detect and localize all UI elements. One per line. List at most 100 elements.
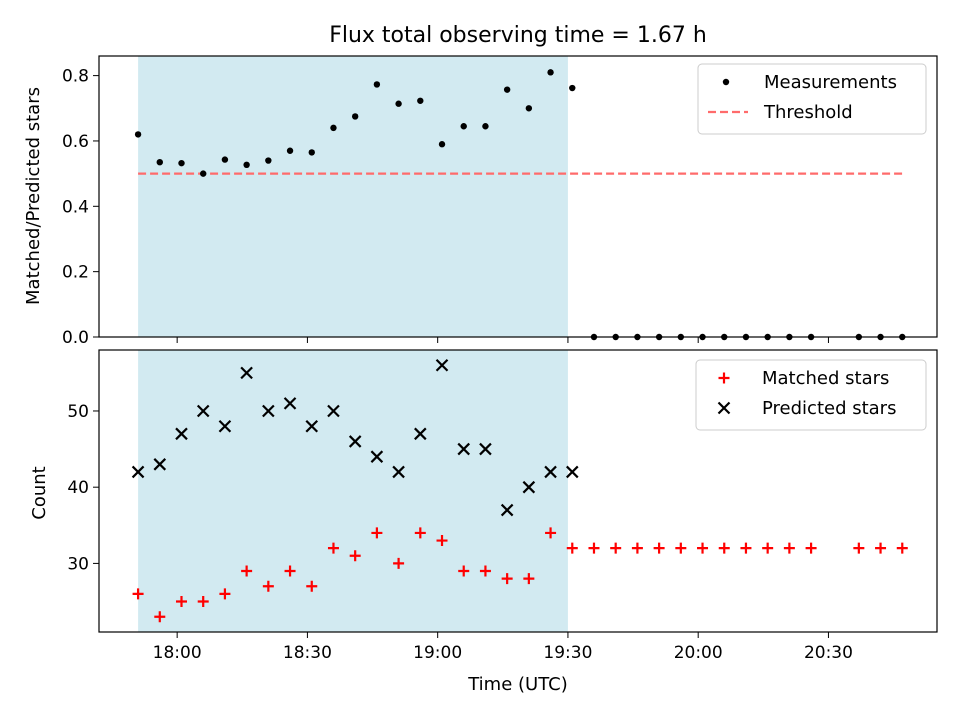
predicted-stars-point	[196, 404, 210, 418]
bottom-y-tick-label: 30	[67, 554, 89, 574]
bottom-x-tick-label: 18:30	[283, 643, 332, 663]
matched-stars-point	[653, 542, 665, 554]
measurement-point	[351, 113, 359, 120]
predicted-stars-point	[500, 503, 514, 517]
predicted-stars-point	[544, 465, 557, 479]
top-legend-box	[697, 63, 927, 135]
predicted-stars-point	[218, 419, 232, 433]
top-panel: 0.0 0.2 0.4 0.6 0.8 Measurements Threshold	[62, 55, 938, 348]
matched-stars-point	[436, 535, 448, 547]
measurement-point	[330, 124, 337, 132]
predicted-stars-point	[370, 450, 384, 463]
predicted-stars-point	[457, 442, 471, 456]
matched-stars-point	[675, 542, 687, 554]
bottom-axes-frame	[98, 349, 938, 633]
top-legend-swatch	[722, 78, 730, 86]
top-legend-label: Threshold	[763, 102, 853, 123]
top-y-tick-label: 0.6	[62, 132, 89, 152]
bottom-y-axis-label: Count	[29, 466, 50, 519]
measurement-point	[308, 149, 315, 156]
matched-stars-point	[896, 542, 908, 554]
matched-stars-point	[631, 542, 643, 554]
matched-stars-point	[414, 527, 426, 539]
observing-window-shade	[138, 56, 568, 337]
measurement-point	[417, 97, 424, 104]
matched-stars-point	[697, 542, 709, 554]
matched-stars-point	[479, 565, 491, 577]
matched-stars-point	[349, 550, 361, 562]
matched-stars-point	[306, 580, 318, 592]
predicted-stars-point	[153, 458, 167, 471]
bottom-legend-swatch	[717, 401, 731, 415]
top-legend-label: Measurements	[764, 72, 897, 93]
predicted-stars-point	[479, 442, 492, 456]
measurement-point	[156, 158, 163, 166]
predicted-stars-point	[348, 435, 362, 448]
bottom-x-tick-label: 20:30	[804, 643, 853, 663]
matched-stars-point	[853, 542, 865, 554]
matched-stars-point	[762, 542, 774, 554]
bottom-legend-swatch	[718, 372, 730, 384]
measurement-point	[395, 100, 402, 107]
predicted-stars-point	[283, 397, 297, 410]
matched-stars-point	[458, 565, 470, 577]
predicted-stars-point	[414, 427, 427, 441]
bottom-x-tick-label: 19:00	[413, 643, 462, 663]
measurement-point	[569, 84, 576, 92]
matched-stars-point	[718, 542, 730, 554]
top-y-tick-label: 0.0	[62, 328, 89, 348]
measurement-point	[200, 170, 207, 177]
predicted-stars-point	[522, 480, 536, 494]
measurement-point	[482, 123, 489, 130]
matched-stars-point	[241, 565, 253, 577]
bottom-x-tick-label: 18:00	[153, 643, 202, 663]
predicted-stars-point	[240, 366, 253, 380]
predicted-stars-point	[435, 358, 449, 372]
measurement-point	[265, 157, 272, 164]
predicted-stars-point	[565, 465, 579, 479]
measurement-point	[373, 81, 381, 88]
predicted-stars-point	[262, 404, 275, 418]
observing-window-shade	[138, 350, 568, 632]
top-y-tick-label: 0.4	[62, 197, 89, 217]
bottom-legend-box	[695, 359, 927, 431]
matched-stars-point	[740, 542, 752, 554]
bottom-legend-label: Matched stars	[762, 368, 889, 389]
matched-stars-point	[501, 573, 513, 585]
matched-stars-point	[262, 580, 274, 592]
measurement-point	[460, 123, 467, 130]
matched-stars-point	[219, 588, 231, 600]
top-y-tick-label: 0.2	[62, 263, 89, 283]
bottom-y-tick-label: 50	[67, 402, 89, 422]
matched-stars-point	[875, 542, 887, 554]
bottom-x-tick-label: 19:30	[543, 643, 592, 663]
measurement-point	[525, 105, 533, 112]
matched-stars-point	[175, 596, 187, 608]
predicted-stars-point	[175, 427, 188, 441]
matched-stars-point	[371, 527, 383, 539]
measurement-point	[178, 159, 185, 167]
matched-stars-point	[588, 542, 600, 554]
matched-stars-point	[610, 542, 622, 554]
measurement-point	[503, 86, 511, 93]
bottom-y-tick-label: 40	[67, 478, 89, 498]
matched-stars-point	[393, 557, 405, 569]
measurement-point	[438, 141, 446, 148]
chart-title: Flux total observing time = 1.67 h	[329, 23, 707, 48]
x-axis-label: Time (UTC)	[467, 674, 568, 695]
bottom-x-tick-label: 20:00	[674, 643, 723, 663]
matched-stars-point	[805, 542, 817, 554]
predicted-stars-point	[305, 419, 319, 433]
predicted-stars-point	[131, 465, 145, 479]
matched-stars-point	[284, 565, 296, 577]
matched-stars-point	[523, 573, 535, 585]
measurement-point	[547, 69, 554, 76]
matched-stars-point	[132, 588, 144, 600]
measurement-point	[221, 156, 229, 163]
predicted-stars-point	[392, 465, 405, 479]
matched-stars-point	[197, 596, 209, 608]
measurement-point	[134, 131, 142, 138]
matched-stars-point	[783, 542, 795, 554]
top-axes-frame	[98, 55, 938, 338]
